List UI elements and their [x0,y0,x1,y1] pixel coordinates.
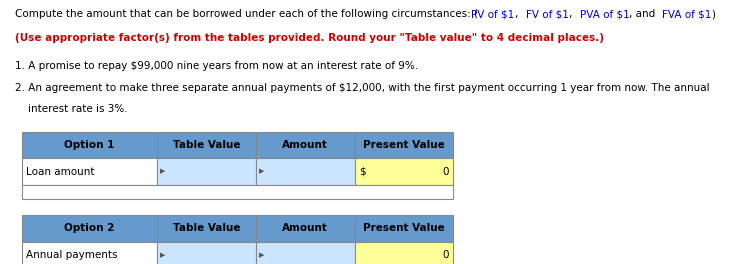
Bar [157,242,256,264]
Text: Table Value: Table Value [173,140,240,150]
Text: Amount: Amount [282,223,328,233]
Text: ▶: ▶ [160,169,165,175]
Text: , and: , and [629,9,659,19]
Text: FV of $1: FV of $1 [526,9,569,19]
Text: 1. A promise to repay $99,000 nine years from now at an interest rate of 9%.: 1. A promise to repay $99,000 nine years… [15,61,417,71]
Text: Loan amount: Loan amount [26,167,95,177]
Bar [22,215,157,242]
Bar [22,158,157,185]
Text: ,: , [515,9,522,19]
Bar [157,132,256,158]
Text: PV of $1: PV of $1 [471,9,515,19]
Text: ,: , [569,9,576,19]
Bar [256,215,355,242]
Bar [157,215,256,242]
Text: Table Value: Table Value [173,223,240,233]
Text: (Use appropriate factor(s) from the tables provided. Round your "Table value" to: (Use appropriate factor(s) from the tabl… [15,33,604,43]
Bar [355,242,453,264]
Text: Option 1: Option 1 [64,140,115,150]
Text: ▶: ▶ [160,252,165,258]
Text: Present Value: Present Value [363,223,444,233]
Text: Compute the amount that can be borrowed under each of the following circumstance: Compute the amount that can be borrowed … [15,9,477,19]
Text: Annual payments: Annual payments [26,250,118,260]
Bar [355,132,453,158]
Text: ▶: ▶ [259,252,264,258]
Bar [256,132,355,158]
Text: ): ) [711,9,715,19]
Text: 2. An agreement to make three separate annual payments of $12,000, with the firs: 2. An agreement to make three separate a… [15,83,709,93]
Text: $: $ [359,167,366,177]
Text: Amount: Amount [282,140,328,150]
Text: interest rate is 3%.: interest rate is 3%. [28,104,127,114]
Bar [256,158,355,185]
Text: 0: 0 [442,167,449,177]
Bar [256,242,355,264]
Bar [157,158,256,185]
Bar [22,242,157,264]
Bar [355,158,453,185]
Text: FVA of $1: FVA of $1 [662,9,711,19]
Bar [22,132,157,158]
Text: Present Value: Present Value [363,140,444,150]
Text: 0: 0 [442,250,449,260]
Text: Option 2: Option 2 [64,223,115,233]
Text: ▶: ▶ [259,169,264,175]
Bar [22,185,453,199]
Bar [355,215,453,242]
Text: PVA of $1: PVA of $1 [580,9,630,19]
